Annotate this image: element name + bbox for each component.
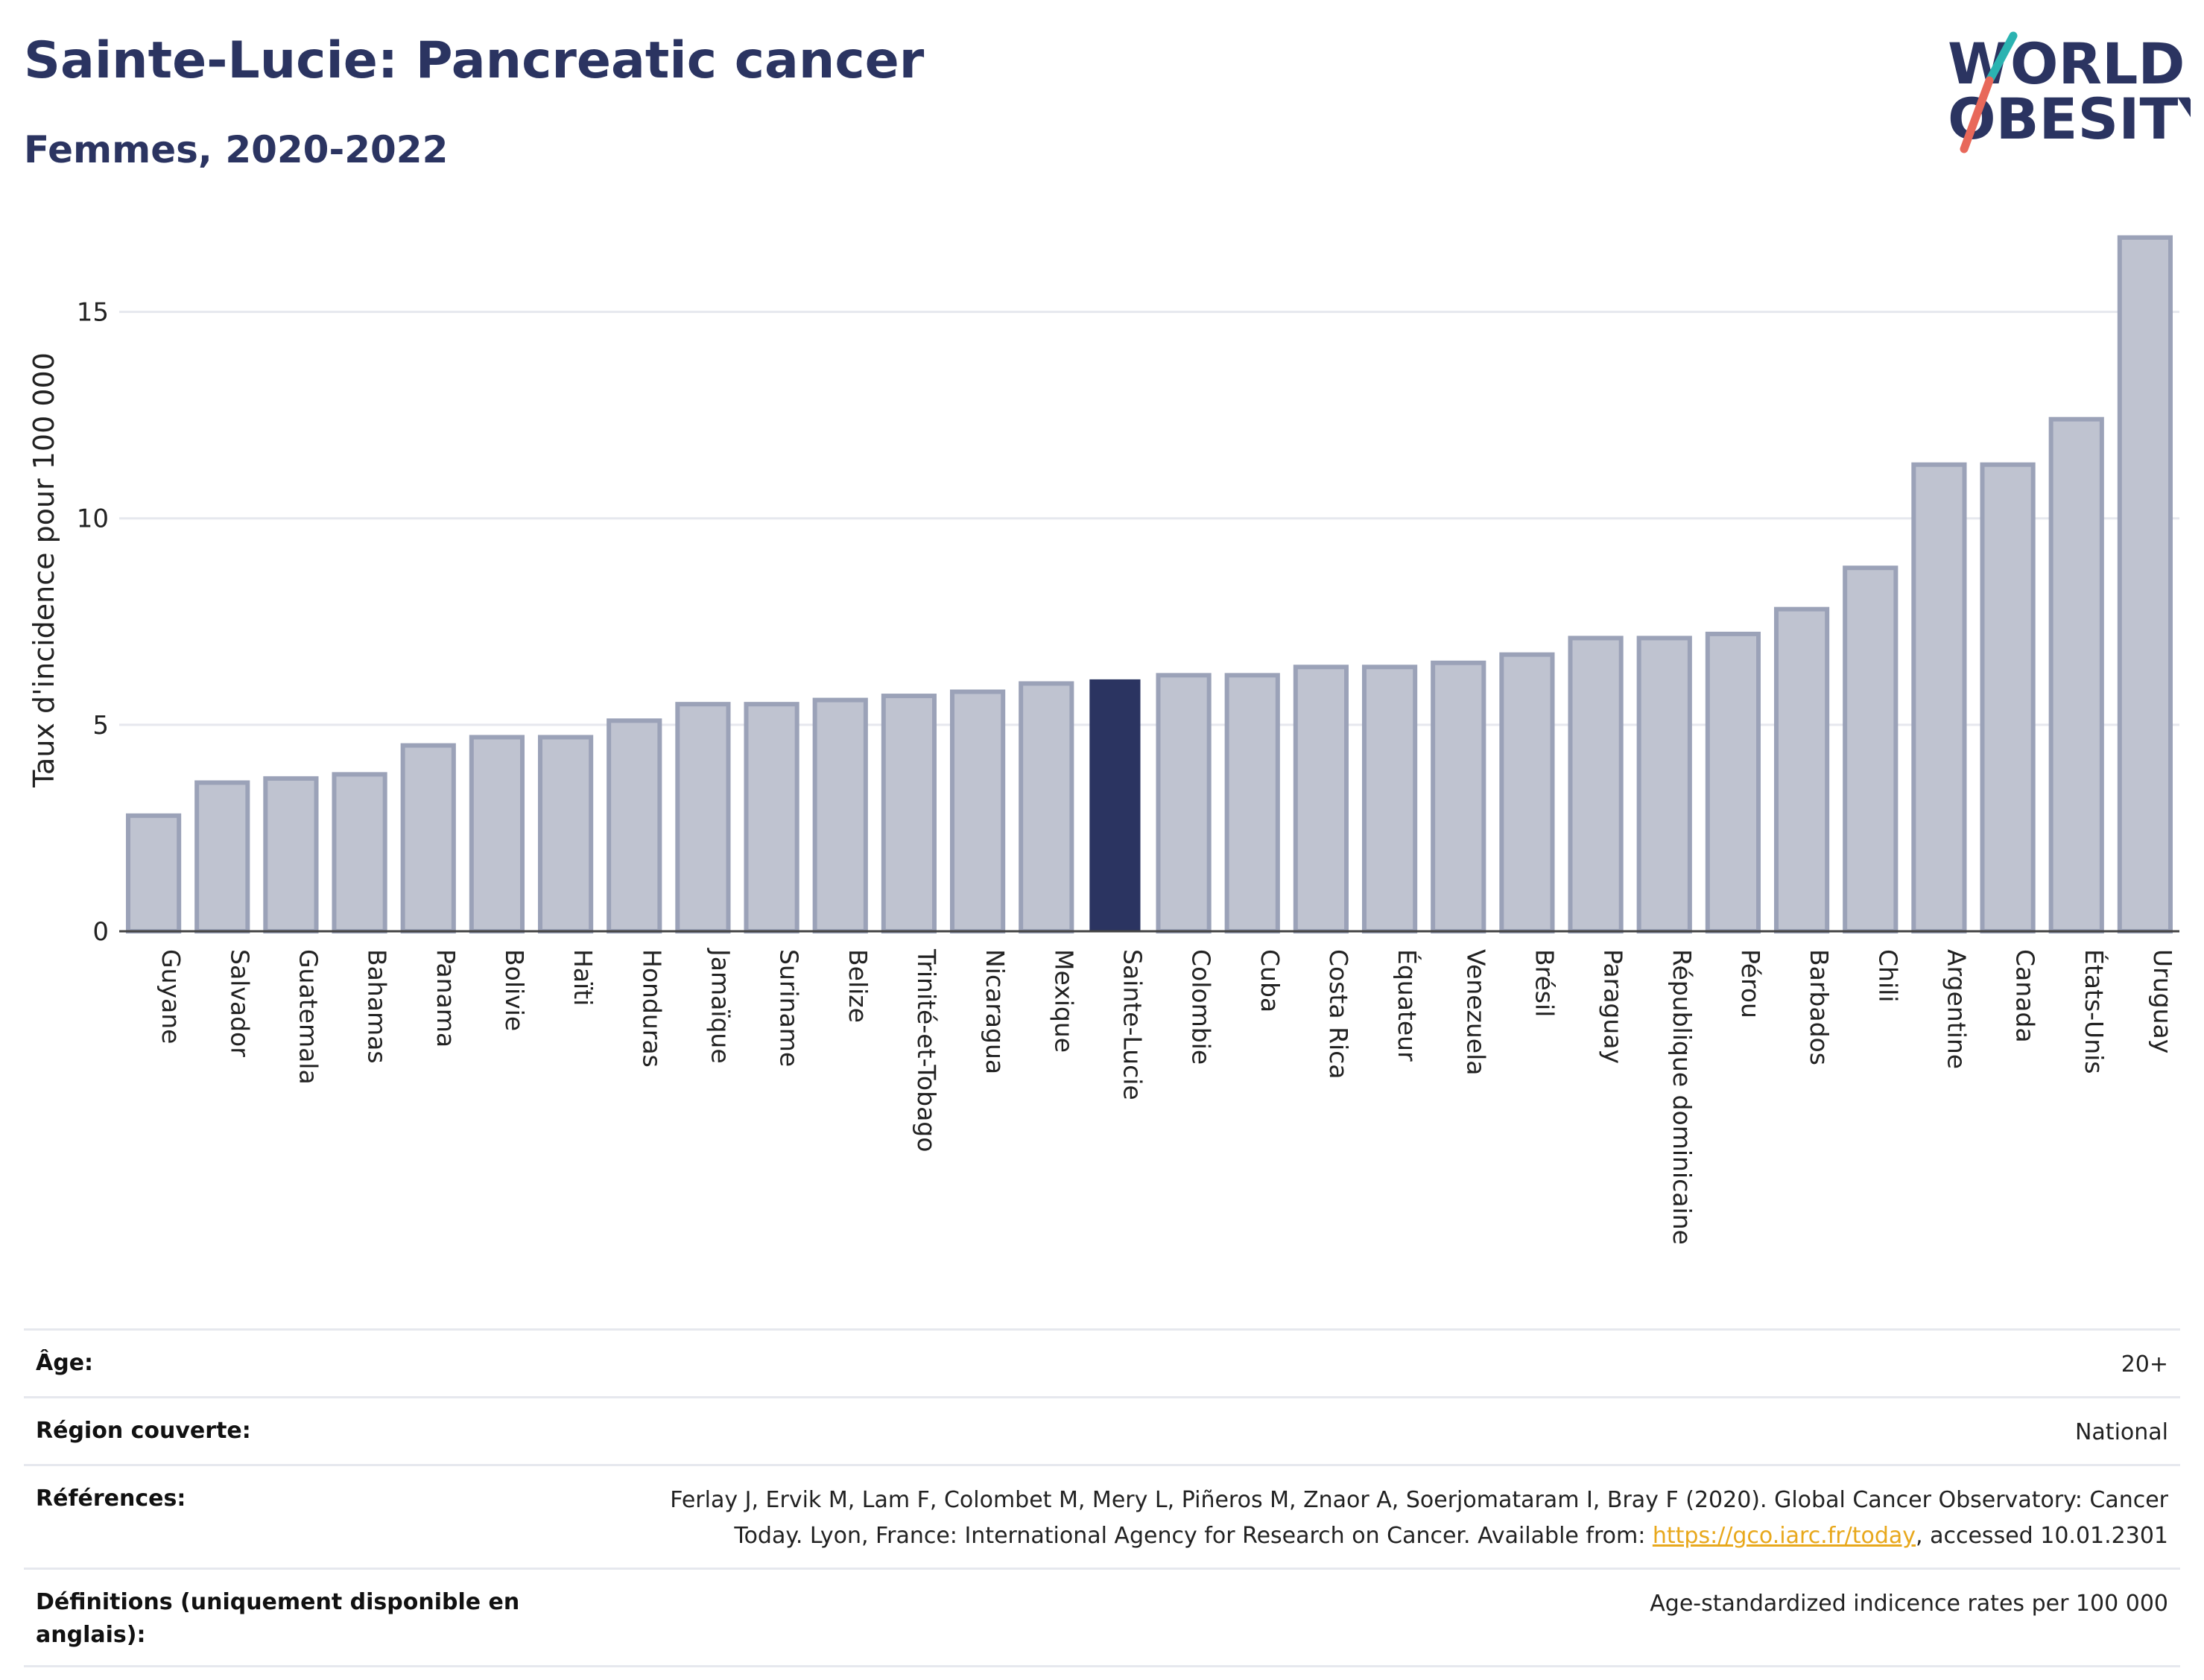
x-tick-label: Venezuela (1461, 949, 1490, 1075)
references-line2-suffix: , accessed 10.01.2301 (1916, 1523, 2168, 1549)
y-tick-label: 10 (77, 504, 109, 534)
axes: 0 5 10 15 (77, 298, 2179, 947)
bar-bahamas[interactable] (332, 772, 387, 934)
x-tick-label: Barbados (1805, 949, 1834, 1065)
bar-colombie[interactable] (1156, 673, 1212, 933)
x-tick-label: Cuba (1255, 949, 1285, 1012)
x-tick-label: Salvador (225, 949, 254, 1057)
meta-age-label: Âge: (36, 1350, 94, 1376)
logo-slash-coral (1960, 76, 1994, 153)
bar-guatemala[interactable] (263, 776, 319, 934)
bar-trinit-et-tobago[interactable] (881, 694, 937, 933)
bar-mexique[interactable] (1019, 681, 1074, 934)
x-tick-label: Guatemala (294, 949, 323, 1085)
logo-line2: OBESITY (1948, 86, 2191, 152)
x-tick-label: Bolivie (500, 949, 529, 1031)
metadata-table: Âge: 20+ Région couverte: National Référ… (24, 1328, 2180, 1667)
meta-references-label: Références: (36, 1486, 186, 1512)
x-tick-label: Nicaragua (981, 949, 1010, 1074)
x-tick-label: Jamaïque (706, 948, 735, 1064)
x-tick-label: Bahamas (363, 949, 392, 1064)
bar-panama[interactable] (400, 743, 456, 933)
meta-definitions-label: Définitions (uniquement disponible en an… (36, 1589, 520, 1648)
x-tick-label: Panama (431, 949, 460, 1047)
bar-belize[interactable] (812, 697, 868, 933)
x-tick-label: Uruguay (2148, 949, 2177, 1053)
x-tick-label: États-Unis (2080, 949, 2109, 1074)
bar-uruguay[interactable] (2117, 235, 2173, 933)
bar-cuba[interactable] (1224, 673, 1280, 933)
x-tick-label: Équateur (1393, 949, 1422, 1062)
x-tick-label: Belize (843, 949, 873, 1023)
x-tick-label: Chili (1873, 949, 1902, 1002)
x-tick-label: Mexique (1049, 949, 1078, 1053)
bar-jama-que[interactable] (675, 702, 731, 934)
chart-subtitle: Femmes, 2020-2022 (24, 128, 449, 171)
x-tick-label: Canada (2011, 949, 2040, 1043)
grid-lines (119, 311, 2179, 726)
x-tick-label: Argentine (1942, 949, 1971, 1069)
x-tick-label: Colombie (1187, 949, 1216, 1065)
bar-paraguay[interactable] (1568, 635, 1624, 933)
meta-age-value: 20+ (2121, 1351, 2168, 1378)
meta-references-value: Ferlay J, Ervik M, Lam F, Colombet M, Me… (670, 1483, 2168, 1554)
bar-chili[interactable] (1843, 565, 1899, 933)
y-tick-label: 0 (92, 917, 109, 947)
x-tick-label: Trinité-et-Tobago (912, 948, 941, 1152)
references-link[interactable]: https://gco.iarc.fr/today (1652, 1523, 1916, 1549)
chart-title: Sainte-Lucie: Pancreatic cancer (24, 31, 925, 90)
bar-costa-rica[interactable] (1293, 665, 1349, 933)
x-tick-label: Suriname (775, 949, 804, 1067)
bar-p-rou[interactable] (1705, 631, 1761, 934)
bar-br-sil[interactable] (1499, 652, 1555, 934)
x-tick-label: Costa Rica (1324, 949, 1353, 1080)
y-axis-title: Taux d'incidence pour 100 000 (28, 352, 60, 788)
x-tick-label: Pérou (1736, 949, 1765, 1018)
x-tick-label: Honduras (637, 949, 666, 1068)
references-line2-prefix: Today. Lyon, France: International Agenc… (734, 1523, 1653, 1549)
bar-salvador[interactable] (194, 780, 250, 934)
bar-nicaragua[interactable] (949, 689, 1006, 933)
x-tick-label: Brésil (1530, 949, 1559, 1017)
x-tick-label: Guyane (156, 949, 186, 1044)
references-line1: Ferlay J, Ervik M, Lam F, Colombet M, Me… (670, 1487, 2168, 1513)
bar-r-publique-dominicaine[interactable] (1636, 635, 1692, 933)
bar-argentine[interactable] (1911, 462, 1967, 933)
meta-row-region: Région couverte: National (24, 1396, 2180, 1464)
bar-suriname[interactable] (744, 702, 799, 934)
y-tick-label: 15 (77, 298, 109, 328)
meta-definitions-value: Age-standardized indicence rates per 100… (1650, 1591, 2168, 1617)
bar-honduras[interactable] (607, 718, 662, 933)
bar-guyane[interactable] (125, 813, 182, 934)
meta-region-label: Région couverte: (36, 1418, 251, 1444)
bars (125, 235, 2173, 934)
logo-slash-teal (1985, 31, 2018, 85)
bar-chart: 0 5 10 15 Guyane Salvador Guatemala Bahamas Pan… (28, 235, 2179, 1245)
meta-row-age: Âge: 20+ (24, 1328, 2180, 1396)
bar-canada[interactable] (1980, 462, 2036, 933)
bar-venezuela[interactable] (1431, 660, 1486, 933)
bar-barbados[interactable] (1773, 606, 1830, 934)
x-tick-label: Paraguay (1599, 949, 1628, 1064)
bar--quateur[interactable] (1361, 665, 1418, 933)
bar-ha-ti[interactable] (537, 735, 594, 933)
bar-sainte-lucie[interactable] (1089, 679, 1141, 931)
meta-row-references: Références: Ferlay J, Ervik M, Lam F, Co… (24, 1464, 2180, 1568)
x-tick-label: Sainte-Lucie (1118, 949, 1147, 1100)
x-tick-label: République dominicaine (1668, 949, 1697, 1245)
y-tick-label: 5 (92, 711, 109, 741)
category-labels: Guyane Salvador Guatemala Bahamas Panama Boli… (156, 948, 2177, 1245)
world-obesity-logo: WORLD OBESITY (1948, 31, 2191, 153)
meta-region-value: National (2074, 1419, 2168, 1445)
meta-row-definitions: Définitions (uniquement disponible en an… (24, 1568, 2180, 1667)
bar--tats-unis[interactable] (2048, 416, 2104, 933)
bar-bolivie[interactable] (469, 735, 525, 933)
x-tick-label: Haïti (569, 949, 598, 1006)
